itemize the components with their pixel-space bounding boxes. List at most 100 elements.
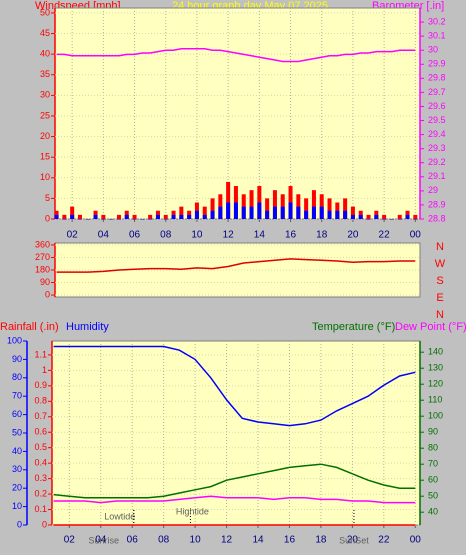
- x-tick-label: 08: [160, 230, 172, 241]
- bar: [304, 210, 309, 219]
- x-tick-label: 00: [410, 535, 422, 546]
- bar: [249, 206, 254, 219]
- bar: [343, 210, 348, 219]
- bar: [288, 202, 293, 219]
- y2-tick-label: 29.7: [428, 87, 446, 97]
- y-tick-label: 270: [35, 252, 50, 262]
- bar: [77, 219, 82, 220]
- bar: [140, 219, 145, 220]
- x-tick-label: 12: [221, 535, 233, 546]
- bar: [382, 219, 387, 220]
- y2-tick-label: 60: [428, 475, 438, 485]
- bar: [109, 219, 114, 220]
- y2-tick-label: 29.5: [428, 115, 446, 125]
- x-tick-label: 12: [223, 230, 235, 241]
- x-tick-label: 22: [378, 535, 390, 546]
- bar: [366, 214, 371, 219]
- bar: [405, 214, 410, 219]
- x-tick-label: 18: [316, 230, 328, 241]
- y2-tick-label: 29.3: [428, 143, 446, 153]
- x-tick-label: 02: [67, 230, 79, 241]
- bar: [319, 206, 324, 219]
- bar: [101, 219, 106, 220]
- bar: [132, 214, 137, 219]
- y-tick-label: 35: [40, 69, 50, 79]
- bar: [335, 210, 340, 219]
- bar: [327, 198, 332, 219]
- y-tick-label: 10: [40, 172, 50, 182]
- y-tick-label: 0: [45, 289, 50, 299]
- y-tick-label: 0: [42, 519, 47, 529]
- y2-tick-label: 40: [428, 507, 438, 517]
- bar: [257, 202, 262, 219]
- bar: [210, 210, 215, 219]
- y-tick-label: 45: [40, 28, 50, 38]
- bar: [304, 198, 309, 219]
- bar: [233, 202, 238, 219]
- y2-tick-label: 28.8: [428, 213, 446, 223]
- y3-tick-label: 30: [12, 464, 22, 474]
- bar: [101, 214, 106, 219]
- bar: [70, 206, 75, 219]
- bar: [296, 206, 301, 219]
- y2-tick-label: 29.6: [428, 101, 446, 111]
- bar: [272, 190, 277, 219]
- y2-tick-label: 29.8: [428, 73, 446, 83]
- y2-tick-label: 130: [428, 363, 443, 373]
- sun-marker: Sunrise: [89, 535, 120, 545]
- y3-tick-label: 20: [12, 483, 22, 493]
- bar: [171, 214, 176, 219]
- y2-axis-label: Barometer [.in]: [372, 0, 444, 12]
- y2-tick-label: 100: [428, 411, 443, 421]
- y-tick-label: 0.1: [34, 504, 47, 514]
- y-tick-label: 20: [40, 131, 50, 141]
- y-tick-label: 0.9: [34, 380, 47, 390]
- y-axis-label: Windspeed [mph]: [35, 0, 121, 12]
- bar: [132, 219, 137, 220]
- y-tick-label: 0.3: [34, 473, 47, 483]
- x-tick-label: 18: [315, 535, 327, 546]
- chart-title: 24 hour graph day May 07 2025: [172, 0, 328, 12]
- bar: [77, 214, 82, 219]
- bar: [265, 198, 270, 219]
- bar: [179, 206, 184, 219]
- y-tick-label: 50: [40, 7, 50, 17]
- y-tick-label: 360: [35, 239, 50, 249]
- bar: [148, 214, 153, 219]
- line: [56, 258, 416, 273]
- x-tick-label: 06: [127, 535, 139, 546]
- bar: [202, 206, 207, 219]
- bar: [413, 214, 418, 219]
- bar: [358, 214, 363, 219]
- annotation: Hightide: [176, 506, 209, 516]
- bar: [413, 219, 418, 220]
- y-tick-label: 180: [35, 264, 50, 274]
- bar: [311, 206, 316, 219]
- line: [53, 495, 416, 504]
- y-tick-label: 0.6: [34, 427, 47, 437]
- y2-tick-label: 29: [428, 185, 438, 195]
- bar: [62, 219, 67, 220]
- y2-tick-label: 29.9: [428, 59, 446, 69]
- x-tick-label: 00: [410, 230, 422, 241]
- x-tick-label: 08: [158, 535, 170, 546]
- x-tick-label: 02: [64, 535, 76, 546]
- y2-tick-label: 110: [428, 395, 442, 405]
- y-tick-label: 0.5: [34, 442, 47, 452]
- y-tick-label: 30: [40, 90, 50, 100]
- bar: [54, 214, 59, 219]
- bar: [226, 202, 231, 219]
- y-tick-label: 25: [40, 110, 50, 120]
- x-tick-label: 16: [284, 535, 296, 546]
- y2-axis-label: Temperature (°F): [312, 321, 395, 333]
- y2-tick-label: 30.2: [428, 16, 446, 26]
- bar: [249, 190, 254, 219]
- annotation: Lowtide: [104, 511, 135, 521]
- y2-tick-label: 30: [428, 45, 438, 55]
- bar: [265, 210, 270, 219]
- x-tick-label: 20: [347, 230, 359, 241]
- y3-tick-label: 80: [12, 372, 22, 382]
- x-tick-label: 10: [191, 230, 203, 241]
- y2-tick-label: 29.2: [428, 157, 446, 167]
